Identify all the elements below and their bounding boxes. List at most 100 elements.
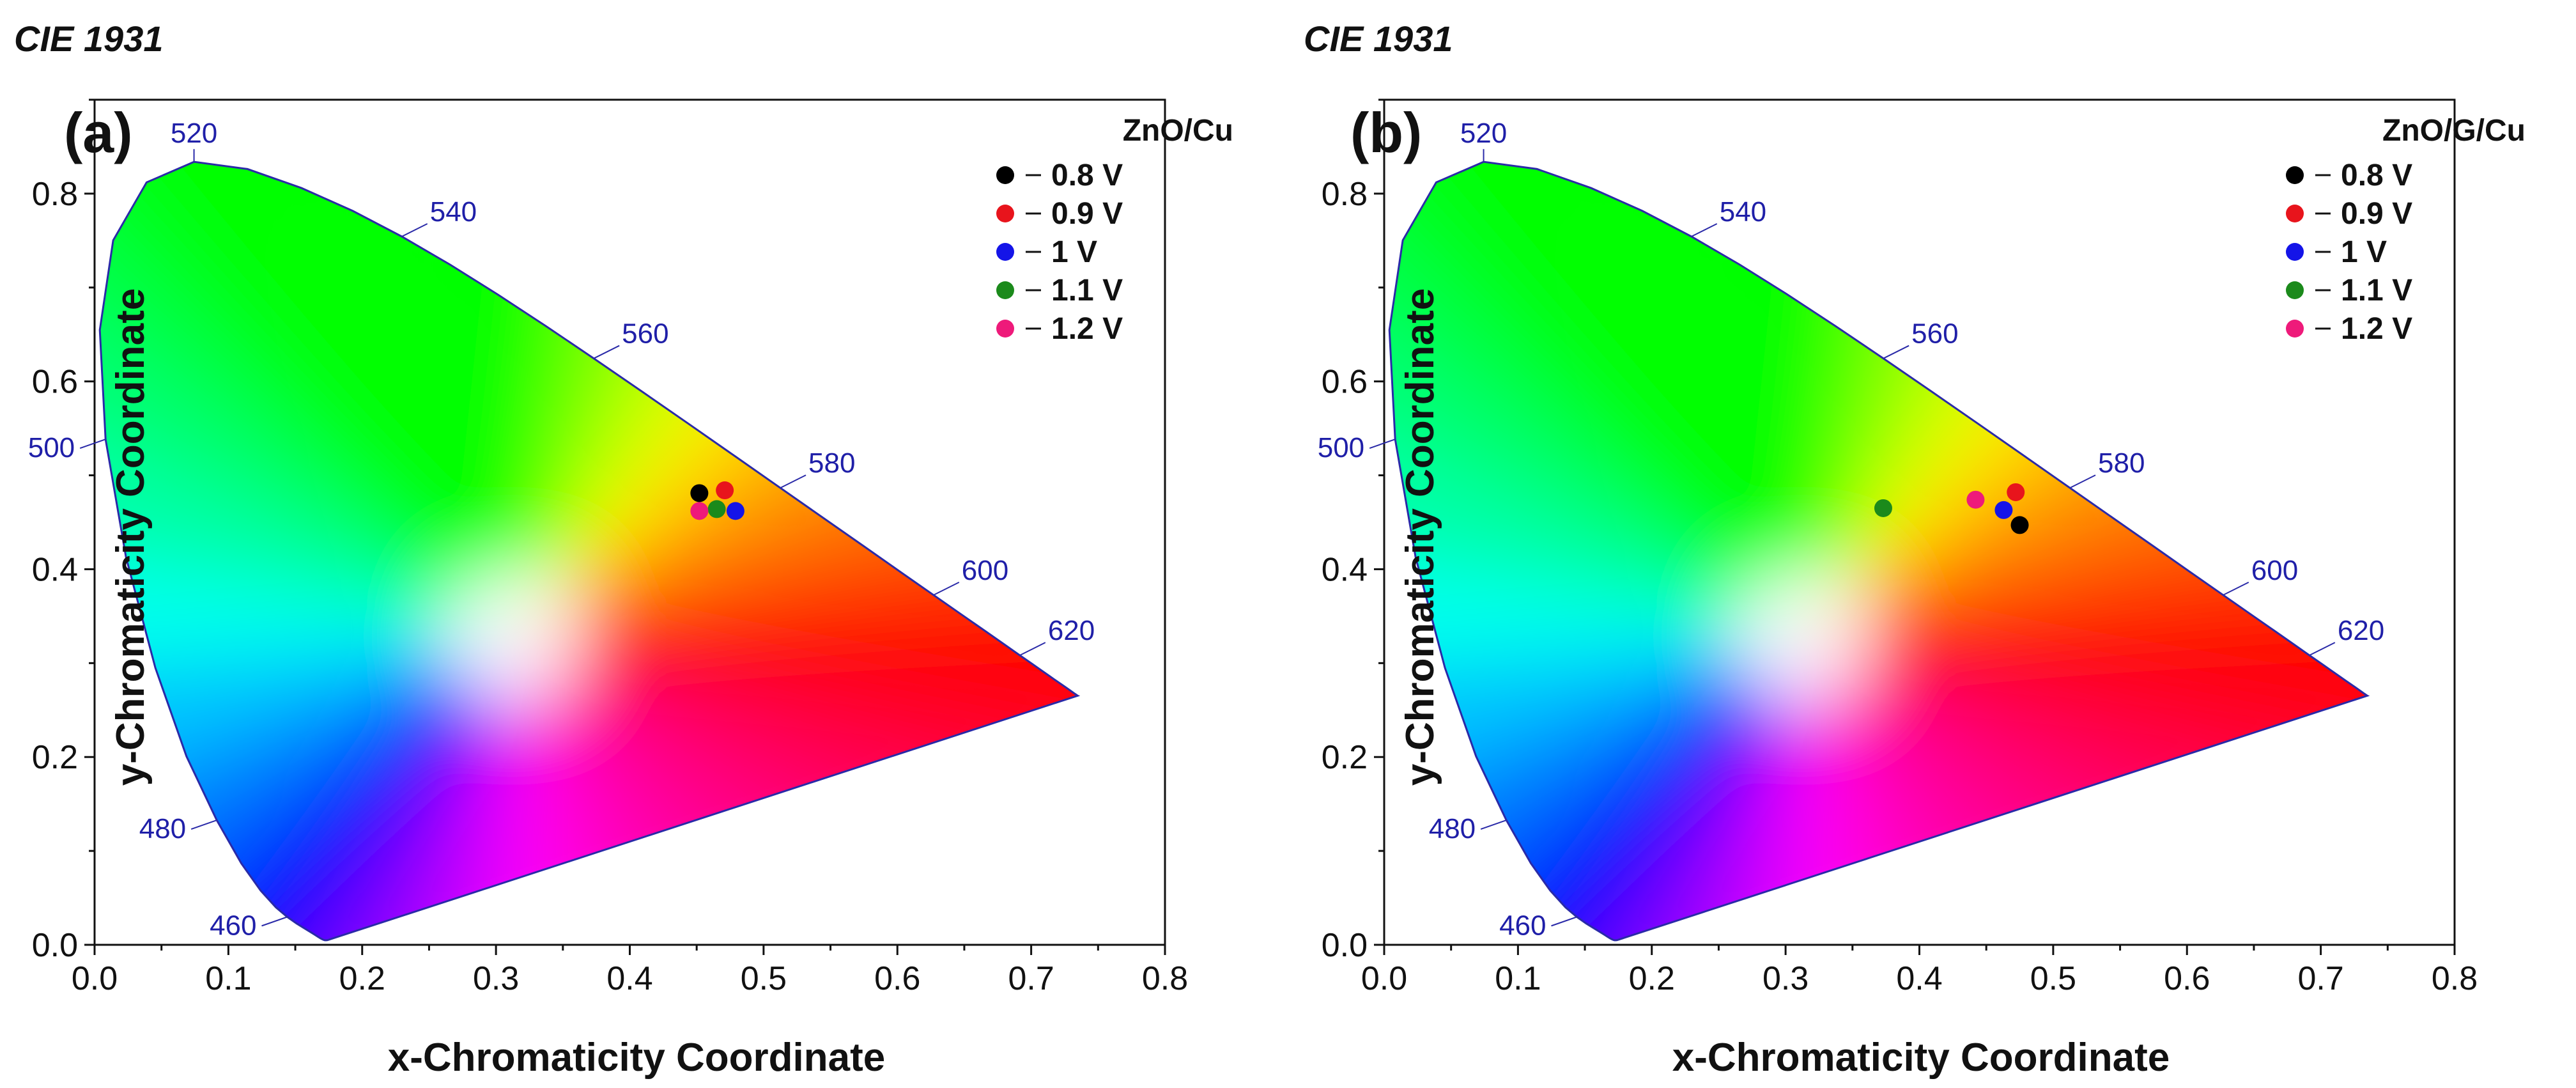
wavelength-label: 540	[1720, 196, 1766, 228]
legend: ZnO/G/Cu 0.8 V 0.9 V 1 V 1.1 V 1.2 V	[2286, 114, 2526, 346]
legend-marker	[2286, 166, 2304, 184]
x-tick-label: 0.3	[473, 960, 519, 997]
legend: ZnO/Cu 0.8 V 0.9 V 1 V 1.1 V 1.2 V	[996, 114, 1233, 346]
data-point	[2010, 516, 2029, 534]
wavelength-label: 620	[2338, 615, 2384, 646]
spectral-locus	[1388, 160, 2370, 942]
panel-b: CIE 1931 (b) 0.0 0.1 0.2 0.3 0.4 0.5 0.6 0.7 0.8…	[1304, 19, 2526, 1080]
legend-marker	[996, 205, 1014, 222]
legend-label: 1.2 V	[2341, 312, 2412, 346]
x-tick-label: 0.7	[1008, 960, 1054, 997]
y-tick-label: 0.0	[32, 927, 78, 964]
data-point	[1966, 490, 1985, 509]
wavelength-tick	[780, 474, 806, 489]
y-tick-label: 0.8	[32, 176, 78, 213]
wavelength-label: 460	[210, 910, 256, 941]
x-tick-label: 0.1	[1495, 960, 1541, 997]
wavelength-tick	[190, 820, 217, 830]
gamut-fill	[1389, 162, 2368, 940]
legend-marker	[2286, 243, 2304, 261]
wavelength-label: 560	[622, 318, 668, 350]
data-point	[707, 500, 726, 518]
x-tick-label: 0.7	[2297, 960, 2343, 997]
y-axis-label: y-Chromaticity Coordinate	[1398, 288, 1442, 786]
legend-label: 1.2 V	[1051, 312, 1123, 346]
data-point	[690, 502, 709, 520]
legend-label: 0.8 V	[1051, 159, 1123, 192]
wavelength-tick	[1691, 223, 1718, 237]
wavelength-label: 600	[2251, 555, 2298, 586]
wavelength-tick	[1019, 642, 1046, 657]
data-point	[2007, 483, 2025, 501]
legend-label: 1 V	[2341, 235, 2387, 269]
wavelength-label: 560	[1911, 318, 1958, 350]
legend-title: ZnO/Cu	[1123, 114, 1233, 148]
cie-header: CIE 1931	[1304, 19, 1453, 59]
legend-marker	[996, 243, 1014, 261]
x-tick-label: 0.5	[741, 960, 787, 997]
wavelength-label: 480	[139, 813, 186, 844]
y-tick-label: 0.2	[1322, 739, 1368, 776]
x-tick-label: 0.1	[205, 960, 251, 997]
cie-header: CIE 1931	[14, 19, 164, 59]
wavelength-tick	[2309, 642, 2336, 657]
wavelength-tick	[401, 223, 428, 237]
spectral-locus	[98, 160, 1081, 942]
wavelength-label: 580	[2098, 447, 2145, 479]
y-tick-label: 0.6	[32, 364, 78, 401]
panel-label: (a)	[64, 101, 133, 164]
y-tick-label: 0.6	[1322, 364, 1368, 401]
x-axis-label: x-Chromaticity Coordinate	[388, 1036, 886, 1080]
x-tick-label: 0.4	[1896, 960, 1942, 997]
legend-marker	[996, 281, 1014, 299]
legend-label: 1 V	[1051, 235, 1097, 269]
wavelength-label: 540	[430, 196, 477, 228]
legend-marker	[2286, 320, 2304, 338]
x-tick-label: 0.8	[2432, 960, 2478, 997]
x-tick-label: 0.0	[1361, 960, 1407, 997]
wavelength-tick	[2069, 474, 2096, 489]
wavelength-tick	[261, 916, 288, 927]
wavelength-label: 520	[1460, 118, 1507, 149]
legend-label: 1.1 V	[1051, 274, 1123, 307]
panel-a: CIE 1931 (a) 0.0 0.1 0.2 0.3 0.4 0.5 0.6 0.7 0.8…	[14, 19, 1233, 1080]
wavelength-label: 600	[962, 555, 1008, 586]
wavelength-tick	[1551, 916, 1577, 927]
x-tick-label: 0.5	[2030, 960, 2076, 997]
legend-title: ZnO/G/Cu	[2382, 114, 2526, 148]
x-tick-label: 0.8	[1142, 960, 1188, 997]
y-axis-label: y-Chromaticity Coordinate	[109, 288, 153, 786]
x-tick-label: 0.6	[2164, 960, 2210, 997]
data-point	[690, 484, 709, 502]
wavelength-label: 620	[1048, 615, 1095, 646]
data-point	[716, 481, 734, 500]
wavelength-tick	[933, 581, 960, 596]
wavelength-label: 460	[1499, 910, 1546, 941]
x-tick-label: 0.6	[874, 960, 920, 997]
wavelength-tick	[593, 345, 620, 359]
x-tick-label: 0.4	[606, 960, 652, 997]
x-tick-label: 0.2	[1629, 960, 1675, 997]
legend-label: 0.9 V	[1051, 197, 1123, 231]
gamut-fill	[100, 162, 1078, 940]
x-tick-label: 0.2	[339, 960, 385, 997]
y-tick-label: 0.0	[1322, 927, 1368, 964]
wavelength-label: 580	[808, 447, 855, 479]
wavelength-tick	[2223, 581, 2249, 596]
y-tick-label: 0.8	[1322, 176, 1368, 213]
wavelength-tick	[1369, 439, 1396, 449]
legend-label: 0.8 V	[2341, 159, 2412, 192]
data-point	[726, 502, 744, 520]
wavelength-label: 500	[28, 432, 75, 463]
y-tick-label: 0.4	[1322, 551, 1368, 588]
x-axis-label: x-Chromaticity Coordinate	[1672, 1036, 2170, 1080]
wavelength-tick	[1883, 345, 1909, 359]
wavelength-tick	[79, 439, 106, 449]
legend-marker	[996, 320, 1014, 338]
wavelength-label: 480	[1429, 813, 1476, 844]
wavelength-label: 500	[1318, 432, 1364, 463]
x-tick-label: 0.0	[72, 960, 118, 997]
data-point	[1994, 501, 2013, 519]
data-point	[1874, 499, 1892, 517]
